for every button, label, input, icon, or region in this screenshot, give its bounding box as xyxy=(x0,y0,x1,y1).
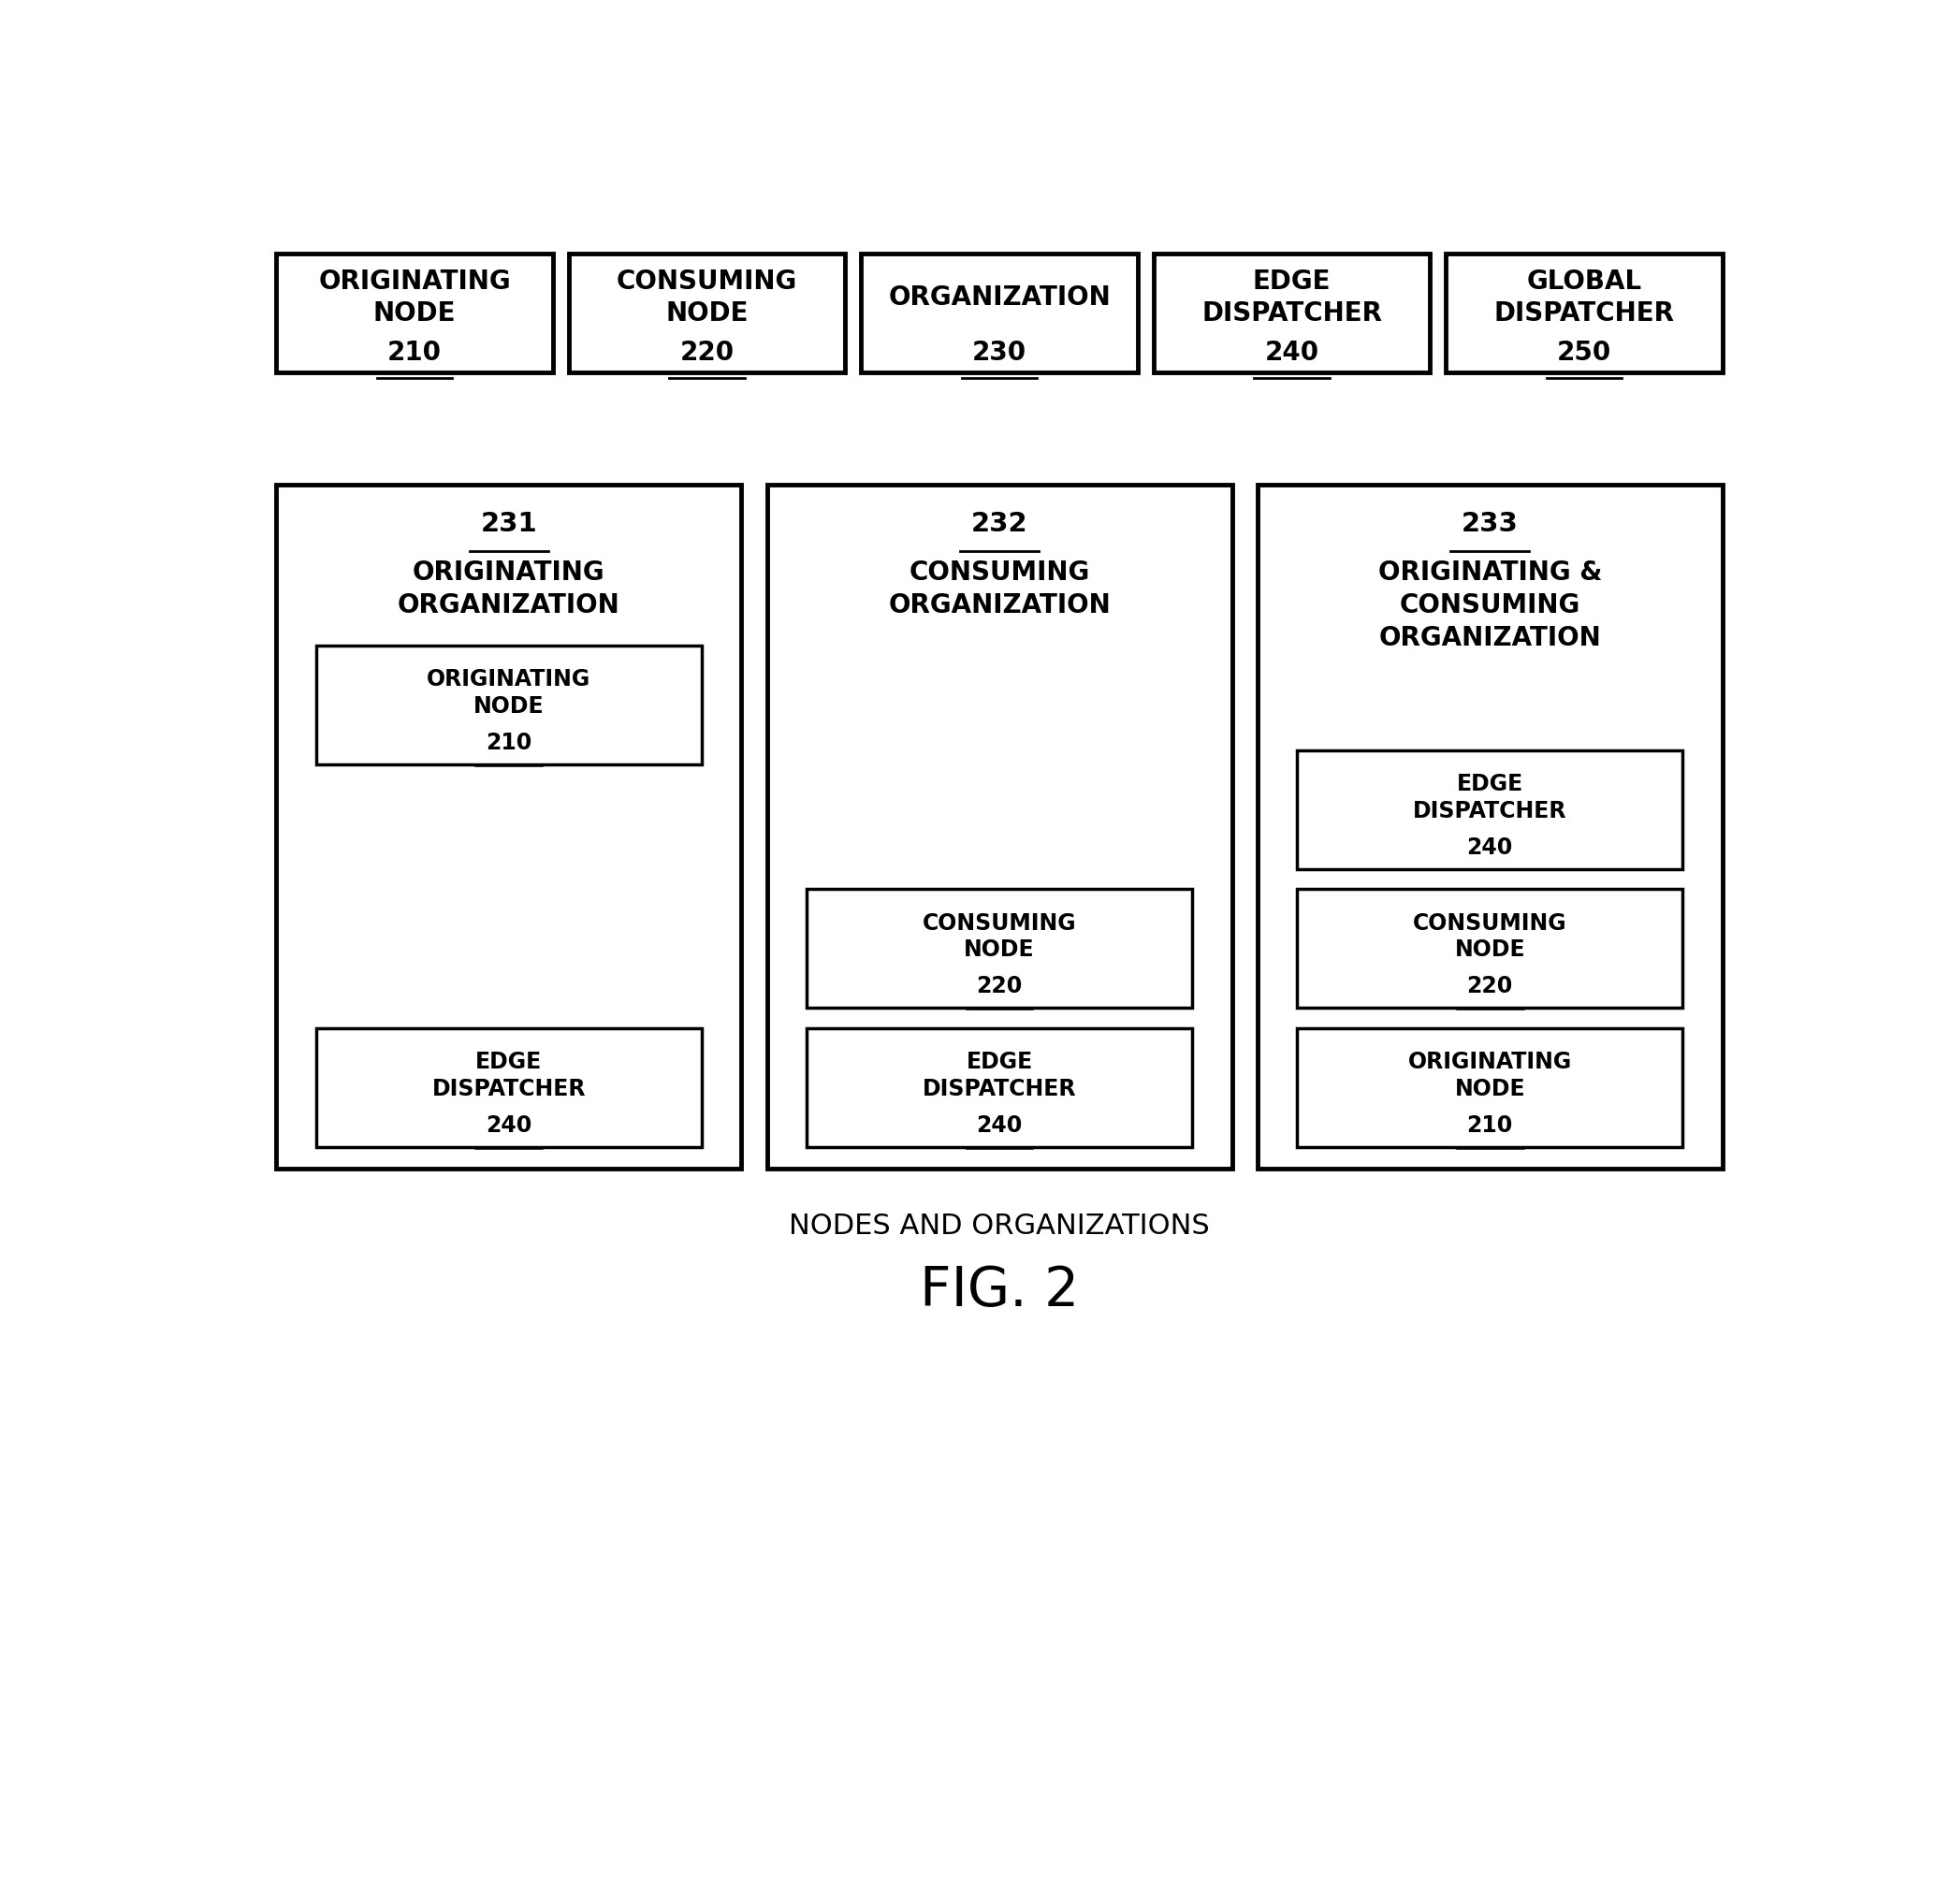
Text: GLOBAL
DISPATCHER: GLOBAL DISPATCHER xyxy=(1494,268,1675,326)
FancyBboxPatch shape xyxy=(277,253,552,373)
Text: 250: 250 xyxy=(1556,339,1611,366)
Text: 240: 240 xyxy=(486,1114,532,1137)
Text: CONSUMING
NODE: CONSUMING NODE xyxy=(1414,912,1568,962)
Text: 240: 240 xyxy=(977,1114,1022,1137)
Text: 220: 220 xyxy=(681,339,735,366)
FancyBboxPatch shape xyxy=(1297,750,1683,868)
Text: 220: 220 xyxy=(977,975,1022,998)
FancyBboxPatch shape xyxy=(1154,253,1429,373)
FancyBboxPatch shape xyxy=(569,253,844,373)
Text: NODES AND ORGANIZATIONS: NODES AND ORGANIZATIONS xyxy=(790,1213,1209,1240)
Text: ORIGINATING
NODE: ORIGINATING NODE xyxy=(427,668,591,718)
Text: CONSUMING
NODE: CONSUMING NODE xyxy=(922,912,1076,962)
Text: 210: 210 xyxy=(486,731,532,754)
Text: ORGANIZATION: ORGANIZATION xyxy=(887,284,1111,310)
Text: 230: 230 xyxy=(973,339,1026,366)
FancyBboxPatch shape xyxy=(1297,1028,1683,1146)
Text: 210: 210 xyxy=(388,339,443,366)
Text: CONSUMING
NODE: CONSUMING NODE xyxy=(616,268,798,326)
Text: 210: 210 xyxy=(1466,1114,1513,1137)
Text: 231: 231 xyxy=(480,510,538,537)
FancyBboxPatch shape xyxy=(807,1028,1191,1146)
Text: EDGE
DISPATCHER: EDGE DISPATCHER xyxy=(922,1051,1076,1101)
FancyBboxPatch shape xyxy=(807,889,1191,1007)
Text: EDGE
DISPATCHER: EDGE DISPATCHER xyxy=(433,1051,585,1101)
FancyBboxPatch shape xyxy=(1447,253,1722,373)
Text: 233: 233 xyxy=(1461,510,1519,537)
Text: EDGE
DISPATCHER: EDGE DISPATCHER xyxy=(1414,773,1566,823)
FancyBboxPatch shape xyxy=(862,253,1137,373)
Text: 240: 240 xyxy=(1264,339,1318,366)
Text: ORIGINATING
NODE: ORIGINATING NODE xyxy=(318,268,511,326)
Text: 220: 220 xyxy=(1466,975,1513,998)
FancyBboxPatch shape xyxy=(316,645,702,765)
Text: 240: 240 xyxy=(1466,836,1513,859)
Text: ORIGINATING
ORGANIZATION: ORIGINATING ORGANIZATION xyxy=(398,560,620,619)
Text: ORIGINATING &
CONSUMING
ORGANIZATION: ORIGINATING & CONSUMING ORGANIZATION xyxy=(1379,560,1601,651)
Text: FIG. 2: FIG. 2 xyxy=(920,1264,1078,1318)
Text: ORIGINATING
NODE: ORIGINATING NODE xyxy=(1408,1051,1572,1101)
Text: EDGE
DISPATCHER: EDGE DISPATCHER xyxy=(1201,268,1383,326)
Text: 232: 232 xyxy=(971,510,1028,537)
FancyBboxPatch shape xyxy=(1297,889,1683,1007)
Text: CONSUMING
ORGANIZATION: CONSUMING ORGANIZATION xyxy=(887,560,1111,619)
FancyBboxPatch shape xyxy=(316,1028,702,1146)
FancyBboxPatch shape xyxy=(766,484,1232,1169)
FancyBboxPatch shape xyxy=(277,484,741,1169)
FancyBboxPatch shape xyxy=(1258,484,1722,1169)
